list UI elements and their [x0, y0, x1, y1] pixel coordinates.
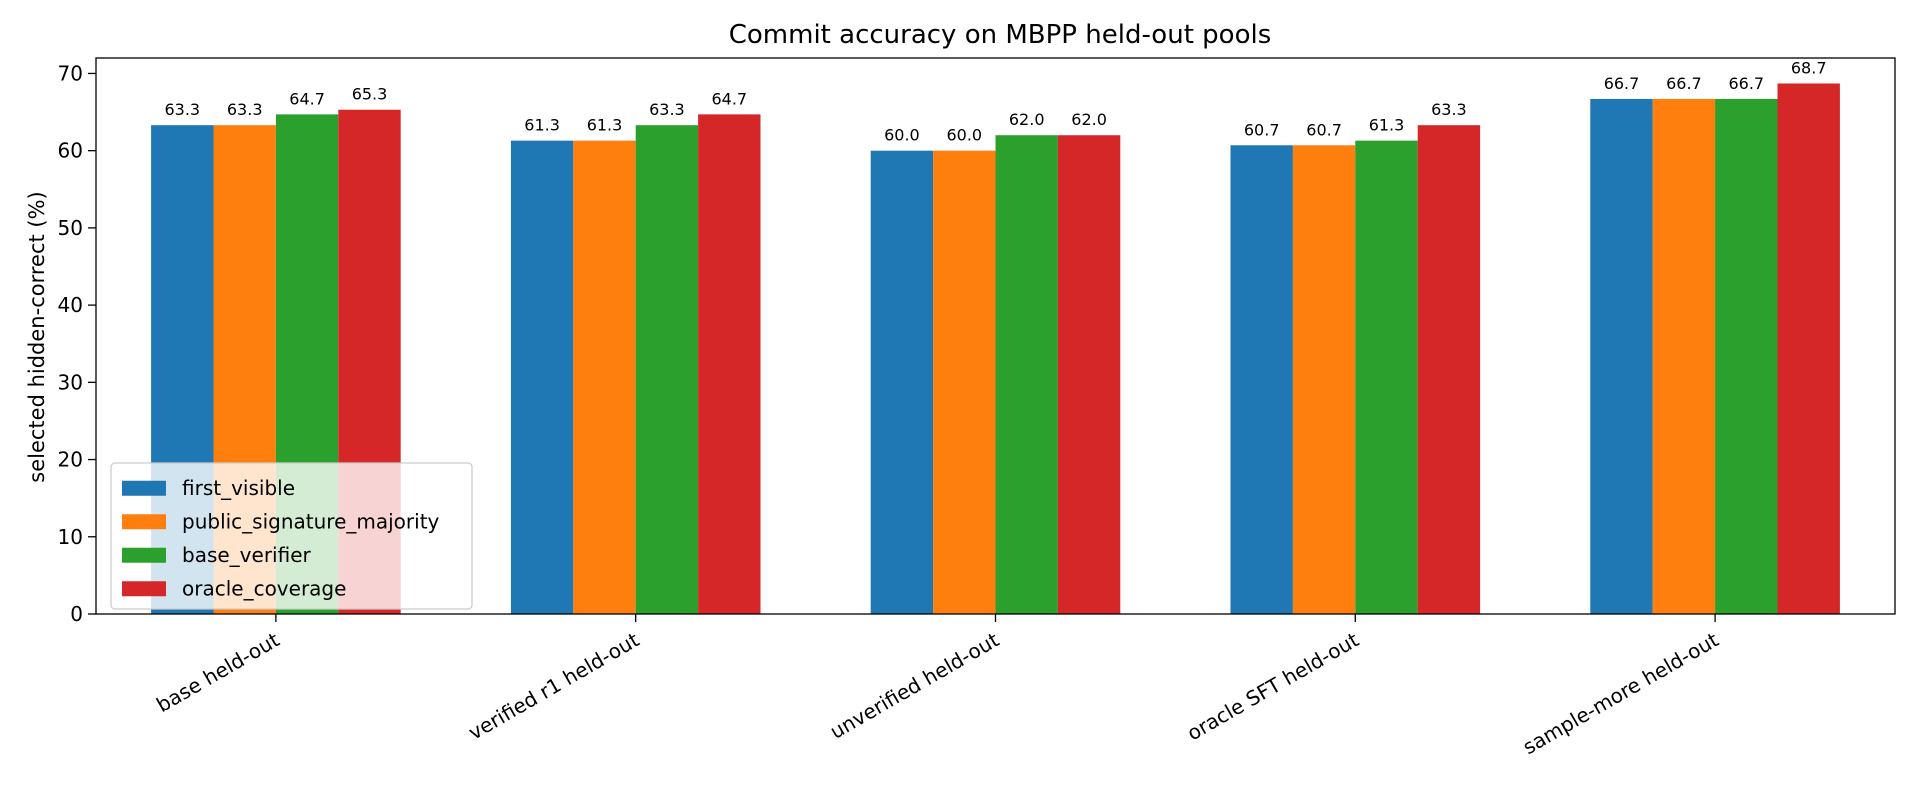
bar [510, 140, 574, 614]
legend-swatch [122, 480, 166, 496]
legend-swatch [122, 547, 166, 563]
series-first_visible: 63.3 61.3 60.0 60.7 66.7 [151, 74, 1653, 615]
x-tick-label: sample-more held-out [1519, 627, 1723, 759]
legend-item-oracle_coverage: oracle_coverage [122, 576, 346, 600]
y-tick-label: 30 [58, 370, 83, 394]
bar [1715, 98, 1778, 615]
data-label: 60.7 [1244, 120, 1280, 139]
x-tick-label: verified r1 held-out [464, 627, 643, 744]
data-label: 60.0 [946, 126, 982, 145]
legend-swatch [122, 514, 166, 530]
x-tick-label: base held-out [152, 627, 283, 717]
bar [635, 125, 699, 615]
data-label: 61.3 [524, 116, 560, 135]
data-label: 61.3 [587, 116, 623, 135]
legend-label: base_verifier [182, 543, 311, 567]
bar [573, 140, 636, 614]
bar [1355, 140, 1418, 614]
y-tick-label: 50 [58, 216, 83, 240]
data-label: 62.0 [1071, 110, 1107, 129]
bar [995, 135, 1058, 614]
data-label: 64.7 [711, 89, 747, 108]
data-label: 66.7 [1666, 74, 1702, 93]
y-tick-label: 70 [58, 61, 83, 85]
data-label: 64.7 [289, 89, 325, 108]
data-label: 63.3 [1431, 100, 1467, 119]
data-label: 61.3 [1369, 116, 1405, 135]
bar [933, 150, 996, 615]
data-label: 63.3 [649, 100, 685, 119]
legend-label: oracle_coverage [182, 576, 346, 600]
legend-item-public_signature_majority: public_signature_majority [122, 509, 440, 533]
legend-swatch [122, 581, 166, 597]
legend-box [110, 462, 473, 610]
legend-label: first_visible [182, 476, 295, 500]
data-label: 62.0 [1009, 110, 1045, 129]
y-tick-label: 10 [58, 525, 83, 549]
series-base_verifier: 64.7 63.3 62.0 61.3 66.7 [275, 74, 1778, 615]
bar [1652, 98, 1716, 615]
x-tick-label: oracle SFT held-out [1183, 627, 1363, 745]
data-label: 66.7 [1728, 74, 1764, 93]
bar [1590, 98, 1653, 615]
data-label: 60.0 [884, 126, 920, 145]
bar [1292, 145, 1356, 614]
y-tick-label: 20 [58, 448, 83, 472]
data-label: 60.7 [1306, 120, 1342, 139]
chart-title: Commit accuracy on MBPP held-out pools [729, 20, 1272, 50]
legend: first_visible public_signature_majorityba… [110, 462, 473, 610]
y-axis-label: selected hidden-correct (%) [25, 191, 49, 482]
data-label: 63.3 [164, 100, 200, 119]
data-label: 66.7 [1604, 74, 1640, 93]
data-label: 63.3 [227, 100, 263, 119]
legend-label: public_signature_majority [182, 509, 440, 533]
bar [698, 114, 761, 615]
y-tick-label: 0 [70, 602, 83, 626]
legend-item-first_visible: first_visible [122, 476, 295, 500]
y-tick-label: 40 [58, 293, 83, 317]
bar [1417, 125, 1481, 615]
plot-area: 63.3 61.3 60.0 60.7 66.7 63.3 61.3 60.0 60.7 66.7… [58, 57, 1896, 759]
x-tick-label: unverified held-out [826, 627, 1003, 743]
bar [1230, 145, 1293, 614]
bar [1057, 135, 1121, 614]
legend-item-base_verifier: base_verifier [122, 543, 311, 567]
data-label: 65.3 [352, 85, 388, 104]
bar [870, 150, 934, 615]
y-tick-label: 60 [58, 139, 83, 163]
bar [1777, 83, 1840, 615]
data-label: 68.7 [1791, 58, 1827, 77]
